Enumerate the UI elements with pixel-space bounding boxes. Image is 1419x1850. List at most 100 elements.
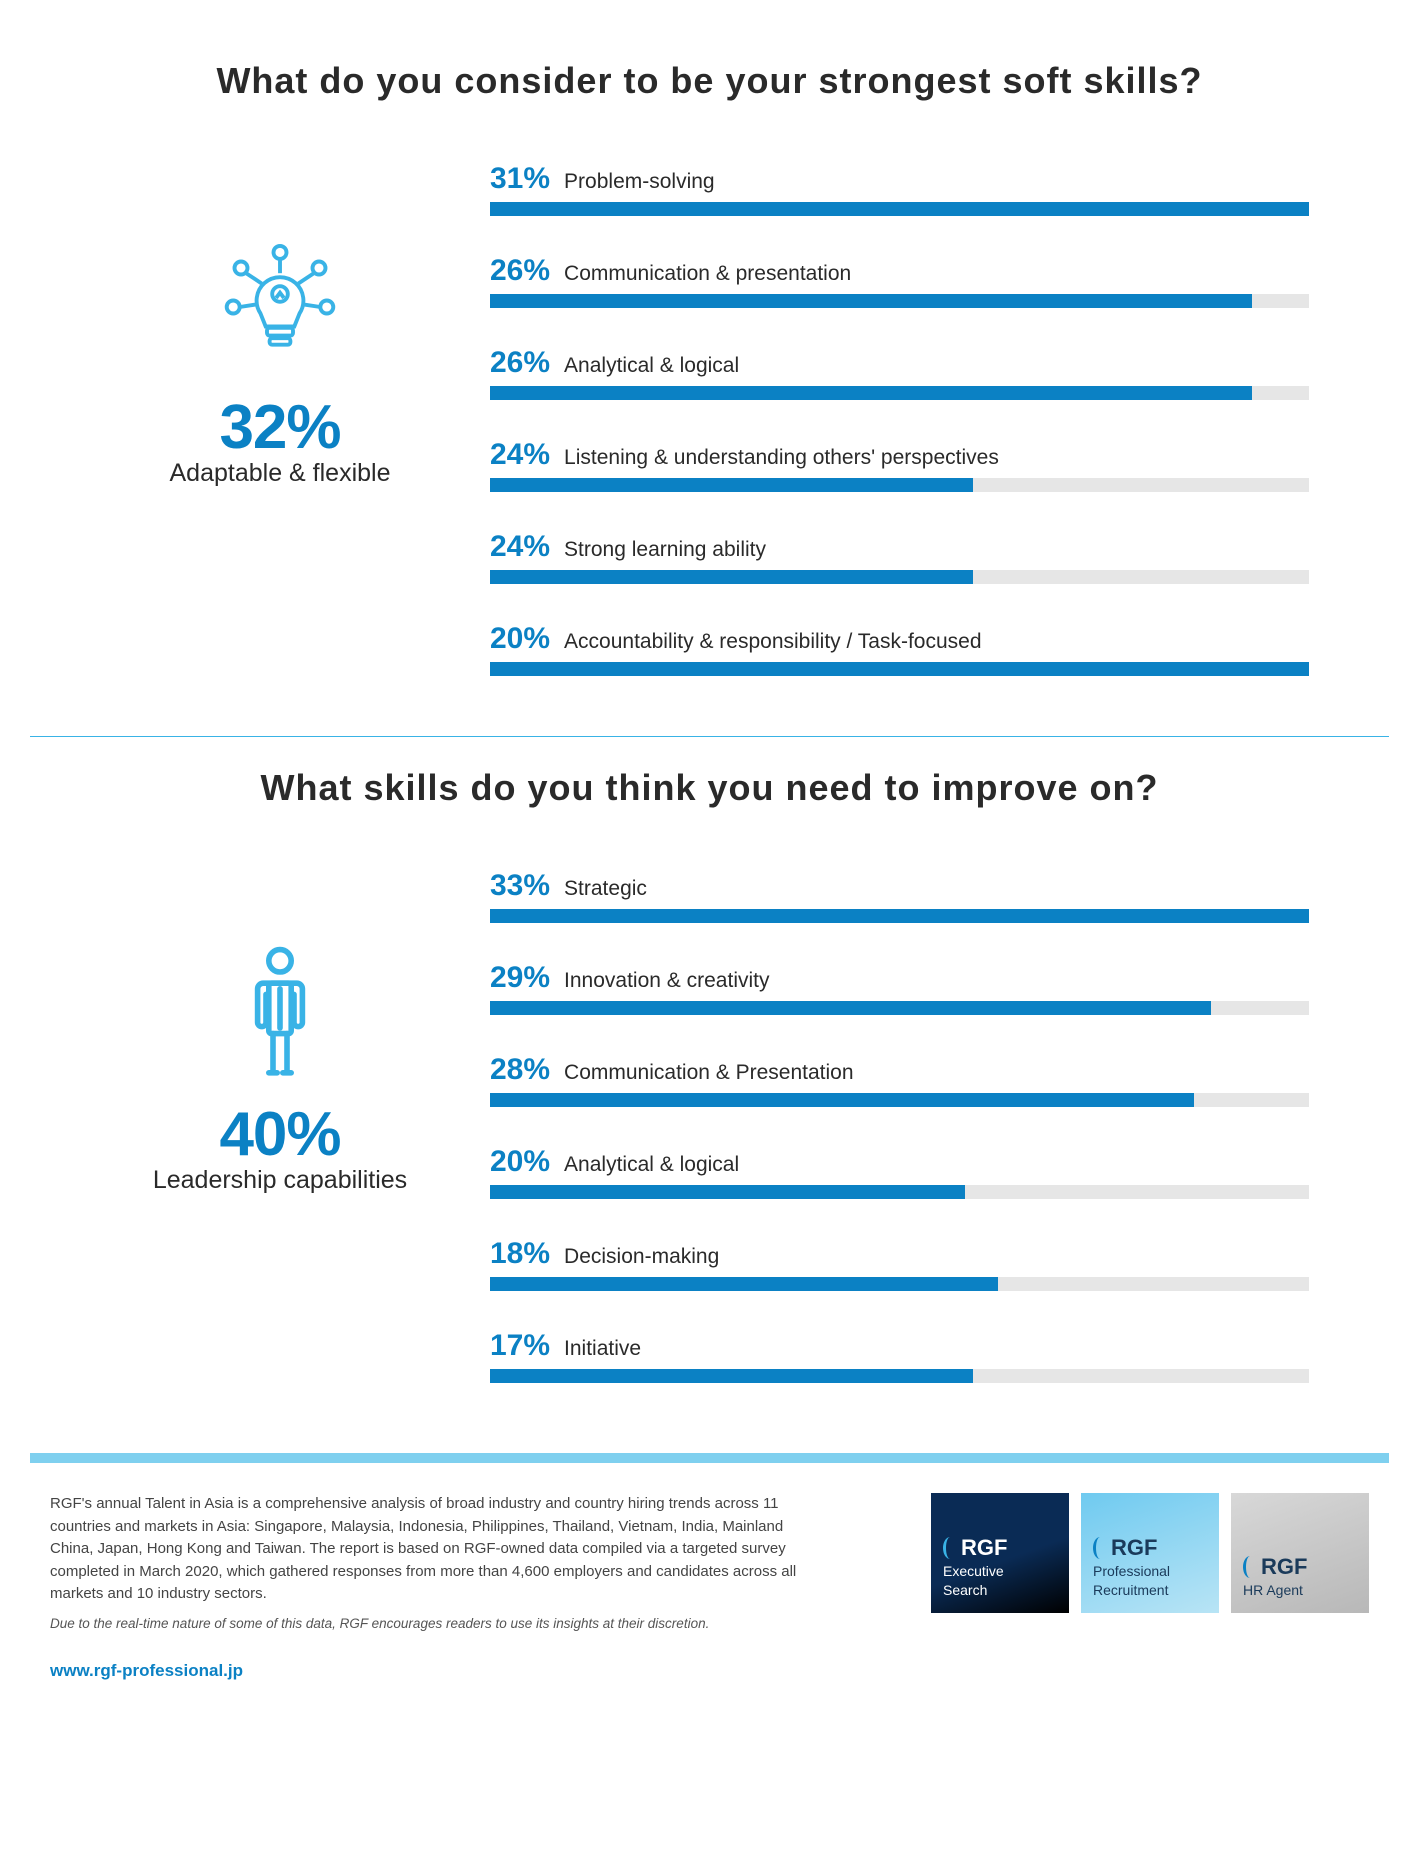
bar-track — [490, 294, 1309, 308]
bar-header: 24% Strong learning ability — [490, 530, 1309, 564]
bar-label: Accountability & responsibility / Task-f… — [564, 630, 981, 654]
logo-row: RGF Executive Search RGF Professional Recruit… — [931, 1493, 1369, 1613]
bar-label: Listening & understanding others' perspe… — [564, 446, 999, 470]
logo-sub1: Professional — [1093, 1563, 1207, 1580]
swoosh-icon — [1243, 1556, 1257, 1578]
bar-track — [490, 662, 1309, 676]
bar-fill — [490, 478, 973, 492]
bar-percent: 31% — [490, 162, 550, 196]
bar-label: Innovation & creativity — [564, 969, 769, 993]
bar-header: 17% Initiative — [490, 1329, 1309, 1363]
bar-fill — [490, 1185, 965, 1199]
bar-label: Initiative — [564, 1337, 641, 1361]
hero-percent: 40% — [219, 1099, 340, 1170]
bar-header: 29% Innovation & creativity — [490, 961, 1309, 995]
bar-header: 18% Decision-making — [490, 1237, 1309, 1271]
logo-card: RGF Executive Search — [931, 1493, 1069, 1613]
bar-list: 33%Strategic 29% Innovation & creativity 28… — [490, 859, 1309, 1383]
bar-percent: 20% — [490, 1145, 550, 1179]
bar-header: 24% Listening & understanding others' per… — [490, 438, 1309, 472]
bar-header: 26% Communication & presentation — [490, 254, 1309, 288]
bar-item: 31%Problem-solving — [490, 162, 1309, 216]
bar-track — [490, 1093, 1309, 1107]
bar-percent: 28% — [490, 1053, 550, 1087]
bar-header: 20% Accountability & responsibility / Tas… — [490, 622, 1309, 656]
hero-label: Leadership capabilities — [153, 1166, 407, 1195]
bar-percent: 20% — [490, 622, 550, 656]
bar-track — [490, 570, 1309, 584]
bar-track — [490, 478, 1309, 492]
bar-label: Communication & presentation — [564, 262, 851, 286]
bar-fill — [490, 662, 1309, 676]
bar-track — [490, 1001, 1309, 1015]
bar-item: 18% Decision-making — [490, 1237, 1309, 1291]
footer-url[interactable]: www.rgf-professional.jp — [50, 1658, 830, 1684]
bar-fill — [490, 386, 1252, 400]
bar-item: 24% Listening & understanding others' per… — [490, 438, 1309, 492]
logo-sub2: Search — [943, 1582, 1057, 1599]
bar-percent: 26% — [490, 254, 550, 288]
bar-fill — [490, 294, 1252, 308]
footer: RGF's annual Talent in Asia is a compreh… — [30, 1463, 1389, 1693]
bar-header: 31%Problem-solving — [490, 162, 1309, 196]
bar-item: 20% Accountability & responsibility / Tas… — [490, 622, 1309, 676]
bar-track — [490, 386, 1309, 400]
bar-label: Strong learning ability — [564, 538, 766, 562]
bar-percent: 18% — [490, 1237, 550, 1271]
bar-fill — [490, 1001, 1211, 1015]
logo-sub2: Recruitment — [1093, 1582, 1207, 1599]
bar-percent: 17% — [490, 1329, 550, 1363]
footer-disclaimer: Due to the real-time nature of some of t… — [50, 1614, 830, 1634]
person-icon — [205, 939, 355, 1089]
hero-stat: 40% Leadership capabilities — [110, 859, 450, 1195]
bar-fill — [490, 1093, 1194, 1107]
bar-percent: 24% — [490, 530, 550, 564]
bar-track — [490, 909, 1309, 923]
logo-brand-text: RGF — [961, 1535, 1007, 1561]
footer-text-block: RGF's annual Talent in Asia is a compreh… — [50, 1493, 830, 1683]
bar-header: 26%Analytical & logical — [490, 346, 1309, 380]
logo-brand-text: RGF — [1261, 1554, 1307, 1580]
section-title: What skills do you think you need to imp… — [110, 767, 1309, 809]
logo-sub1: Executive — [943, 1563, 1057, 1580]
logo-brand: RGF — [1243, 1554, 1357, 1580]
lightbulb-network-icon — [205, 232, 355, 382]
bar-percent: 26% — [490, 346, 550, 380]
bar-item: 24% Strong learning ability — [490, 530, 1309, 584]
bar-fill — [490, 202, 1309, 216]
logo-brand: RGF — [1093, 1535, 1207, 1561]
bar-track — [490, 202, 1309, 216]
bar-item: 29% Innovation & creativity — [490, 961, 1309, 1015]
logo-brand: RGF — [943, 1535, 1057, 1561]
bar-header: 33%Strategic — [490, 869, 1309, 903]
section-divider — [30, 736, 1389, 737]
content-row: 32% Adaptable & flexible 31%Problem-solv… — [110, 152, 1309, 676]
footer-divider — [30, 1453, 1389, 1463]
bar-item: 26%Analytical & logical — [490, 346, 1309, 400]
bar-track — [490, 1277, 1309, 1291]
bar-fill — [490, 909, 1309, 923]
section-title: What do you consider to be your stronges… — [110, 60, 1309, 102]
logo-card: RGFHR Agent — [1231, 1493, 1369, 1613]
bar-item: 20% Analytical & logical — [490, 1145, 1309, 1199]
bar-item: 28% Communication & Presentation — [490, 1053, 1309, 1107]
bar-label: Analytical & logical — [564, 1153, 739, 1177]
hero-label: Adaptable & flexible — [170, 459, 391, 488]
content-row: 40% Leadership capabilities 33%Strategic… — [110, 859, 1309, 1383]
bar-fill — [490, 570, 973, 584]
bar-label: Strategic — [564, 877, 647, 901]
section-improve-skills: What skills do you think you need to imp… — [30, 747, 1389, 1433]
bar-track — [490, 1185, 1309, 1199]
bar-header: 20% Analytical & logical — [490, 1145, 1309, 1179]
logo-card: RGF Professional Recruitment — [1081, 1493, 1219, 1613]
bar-label: Decision-making — [564, 1245, 719, 1269]
bar-percent: 29% — [490, 961, 550, 995]
bar-label: Communication & Presentation — [564, 1061, 853, 1085]
bar-track — [490, 1369, 1309, 1383]
hero-stat: 32% Adaptable & flexible — [110, 152, 450, 488]
hero-percent: 32% — [219, 392, 340, 463]
swoosh-icon — [943, 1537, 957, 1559]
swoosh-icon — [1093, 1537, 1107, 1559]
bar-item: 17% Initiative — [490, 1329, 1309, 1383]
bar-percent: 24% — [490, 438, 550, 472]
